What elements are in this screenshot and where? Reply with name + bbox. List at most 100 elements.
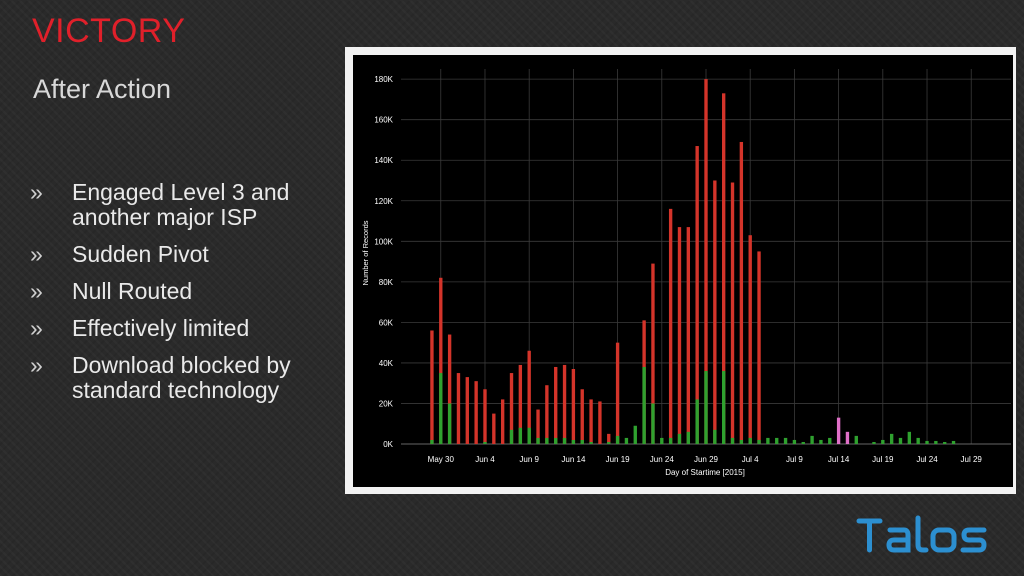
x-tick-label: Jul 19 bbox=[872, 455, 894, 464]
x-tick-label: Jun 24 bbox=[650, 455, 675, 464]
bullet-text: Engaged Level 3 and another major ISP bbox=[72, 179, 290, 230]
bar-green bbox=[898, 437, 903, 444]
x-tick-label: Jul 29 bbox=[961, 455, 983, 464]
bar-red bbox=[465, 377, 469, 444]
bullet-item: » Effectively limited bbox=[30, 316, 330, 341]
bar-green bbox=[527, 427, 531, 444]
chart-frame: 0K 20K 40K 60K 80K 100K 120K 140K 160K 180K May 3… bbox=[345, 47, 1016, 494]
bar-red bbox=[748, 235, 752, 444]
y-axis-ticks: 0K 20K 40K 60K 80K 100K 120K 140K 160K 180K bbox=[374, 75, 393, 449]
bar-green bbox=[509, 429, 514, 444]
x-tick-label: Jun 14 bbox=[561, 455, 586, 464]
bar-red bbox=[730, 182, 735, 444]
bar-red bbox=[527, 350, 531, 444]
bar-red bbox=[545, 385, 549, 444]
bar-red bbox=[615, 342, 620, 444]
x-tick-label: Jun 19 bbox=[606, 455, 631, 464]
bar-green bbox=[854, 435, 858, 444]
bar-red bbox=[447, 334, 452, 444]
y-tick-label: 180K bbox=[374, 75, 393, 84]
bar-green bbox=[792, 439, 797, 444]
bar-green bbox=[943, 441, 947, 444]
bar-red bbox=[757, 251, 761, 444]
bar-red bbox=[483, 389, 487, 444]
bullet-marker: » bbox=[30, 241, 43, 267]
bar-green bbox=[801, 441, 805, 444]
chart-background bbox=[353, 55, 1013, 487]
bar-green bbox=[615, 435, 620, 444]
bar-red bbox=[518, 364, 523, 444]
x-tick-label: Jul 4 bbox=[742, 455, 759, 464]
bar-pink bbox=[836, 417, 841, 444]
bar-green bbox=[783, 437, 788, 444]
bar-green bbox=[766, 437, 770, 444]
x-tick-label: Jul 24 bbox=[916, 455, 938, 464]
bullet-item: » Engaged Level 3 and another major ISP bbox=[30, 180, 330, 230]
bar-green bbox=[704, 371, 708, 444]
chart-bars bbox=[430, 79, 956, 445]
bar-red bbox=[430, 330, 434, 444]
x-axis-ticks: May 30 Jun 4 Jun 9 Jun 14 Jun 19 Jun 24 Jun 29… bbox=[428, 455, 983, 464]
bar-green bbox=[739, 439, 744, 444]
bar-green bbox=[439, 373, 443, 444]
y-tick-label: 60K bbox=[379, 318, 394, 327]
y-tick-label: 80K bbox=[379, 278, 394, 287]
bar-red bbox=[722, 93, 726, 444]
bullet-text: Effectively limited bbox=[72, 315, 250, 341]
bar-green bbox=[951, 440, 956, 444]
talos-logo bbox=[856, 515, 987, 553]
x-axis-label: Day of Startime [2015] bbox=[665, 468, 745, 477]
x-tick-label: May 30 bbox=[428, 455, 455, 464]
y-axis-label: Number of Records bbox=[361, 220, 370, 285]
bullet-marker: » bbox=[30, 278, 43, 304]
bar-green bbox=[819, 439, 823, 444]
bar-green bbox=[889, 433, 894, 444]
bullet-item: » Null Routed bbox=[30, 279, 330, 304]
x-tick-label: Jul 14 bbox=[828, 455, 850, 464]
bar-red bbox=[686, 227, 690, 444]
bar-red bbox=[500, 399, 505, 444]
bar-green bbox=[447, 403, 452, 444]
bar-red bbox=[536, 409, 540, 444]
bar-green bbox=[430, 439, 434, 444]
bar-green bbox=[633, 425, 637, 444]
bar-green bbox=[934, 440, 938, 444]
x-tick-label: Jun 4 bbox=[475, 455, 495, 464]
bar-green bbox=[589, 441, 593, 444]
logo-letter-o bbox=[930, 527, 957, 553]
bar-red bbox=[695, 146, 699, 444]
bar-green bbox=[757, 439, 761, 444]
bar-red bbox=[739, 141, 744, 445]
bar-green bbox=[642, 366, 646, 444]
bar-red bbox=[456, 373, 461, 444]
y-tick-label: 40K bbox=[379, 359, 394, 368]
bar-green bbox=[536, 437, 540, 444]
bar-pink bbox=[845, 431, 850, 444]
bullet-marker: » bbox=[30, 315, 43, 341]
bar-green bbox=[881, 439, 885, 444]
logo-letter-t bbox=[856, 518, 883, 553]
bar-green bbox=[775, 437, 779, 444]
bar-red bbox=[492, 413, 496, 444]
logo-letter-s bbox=[960, 527, 987, 553]
bar-red bbox=[598, 401, 602, 444]
y-tick-label: 0K bbox=[383, 440, 393, 449]
bar-green bbox=[651, 403, 655, 444]
x-tick-label: Jul 9 bbox=[786, 455, 803, 464]
slide-title: VICTORY bbox=[32, 12, 186, 50]
bullet-text: Download blocked by standard technology bbox=[72, 352, 291, 403]
bar-green bbox=[562, 437, 567, 444]
bar-red bbox=[509, 373, 514, 444]
x-tick-label: Jun 29 bbox=[694, 455, 719, 464]
bar-green bbox=[872, 441, 876, 444]
x-tick-label: Jun 9 bbox=[519, 455, 539, 464]
bar-red bbox=[571, 369, 576, 444]
logo-letter-l bbox=[915, 515, 929, 553]
y-tick-label: 120K bbox=[374, 197, 393, 206]
bullet-marker: » bbox=[30, 352, 43, 378]
bar-green bbox=[580, 439, 584, 444]
slide-subtitle: After Action bbox=[33, 74, 172, 104]
bullet-list: » Engaged Level 3 and another major ISP »… bbox=[30, 180, 330, 415]
bar-green bbox=[907, 431, 912, 444]
bar-green bbox=[730, 437, 735, 444]
